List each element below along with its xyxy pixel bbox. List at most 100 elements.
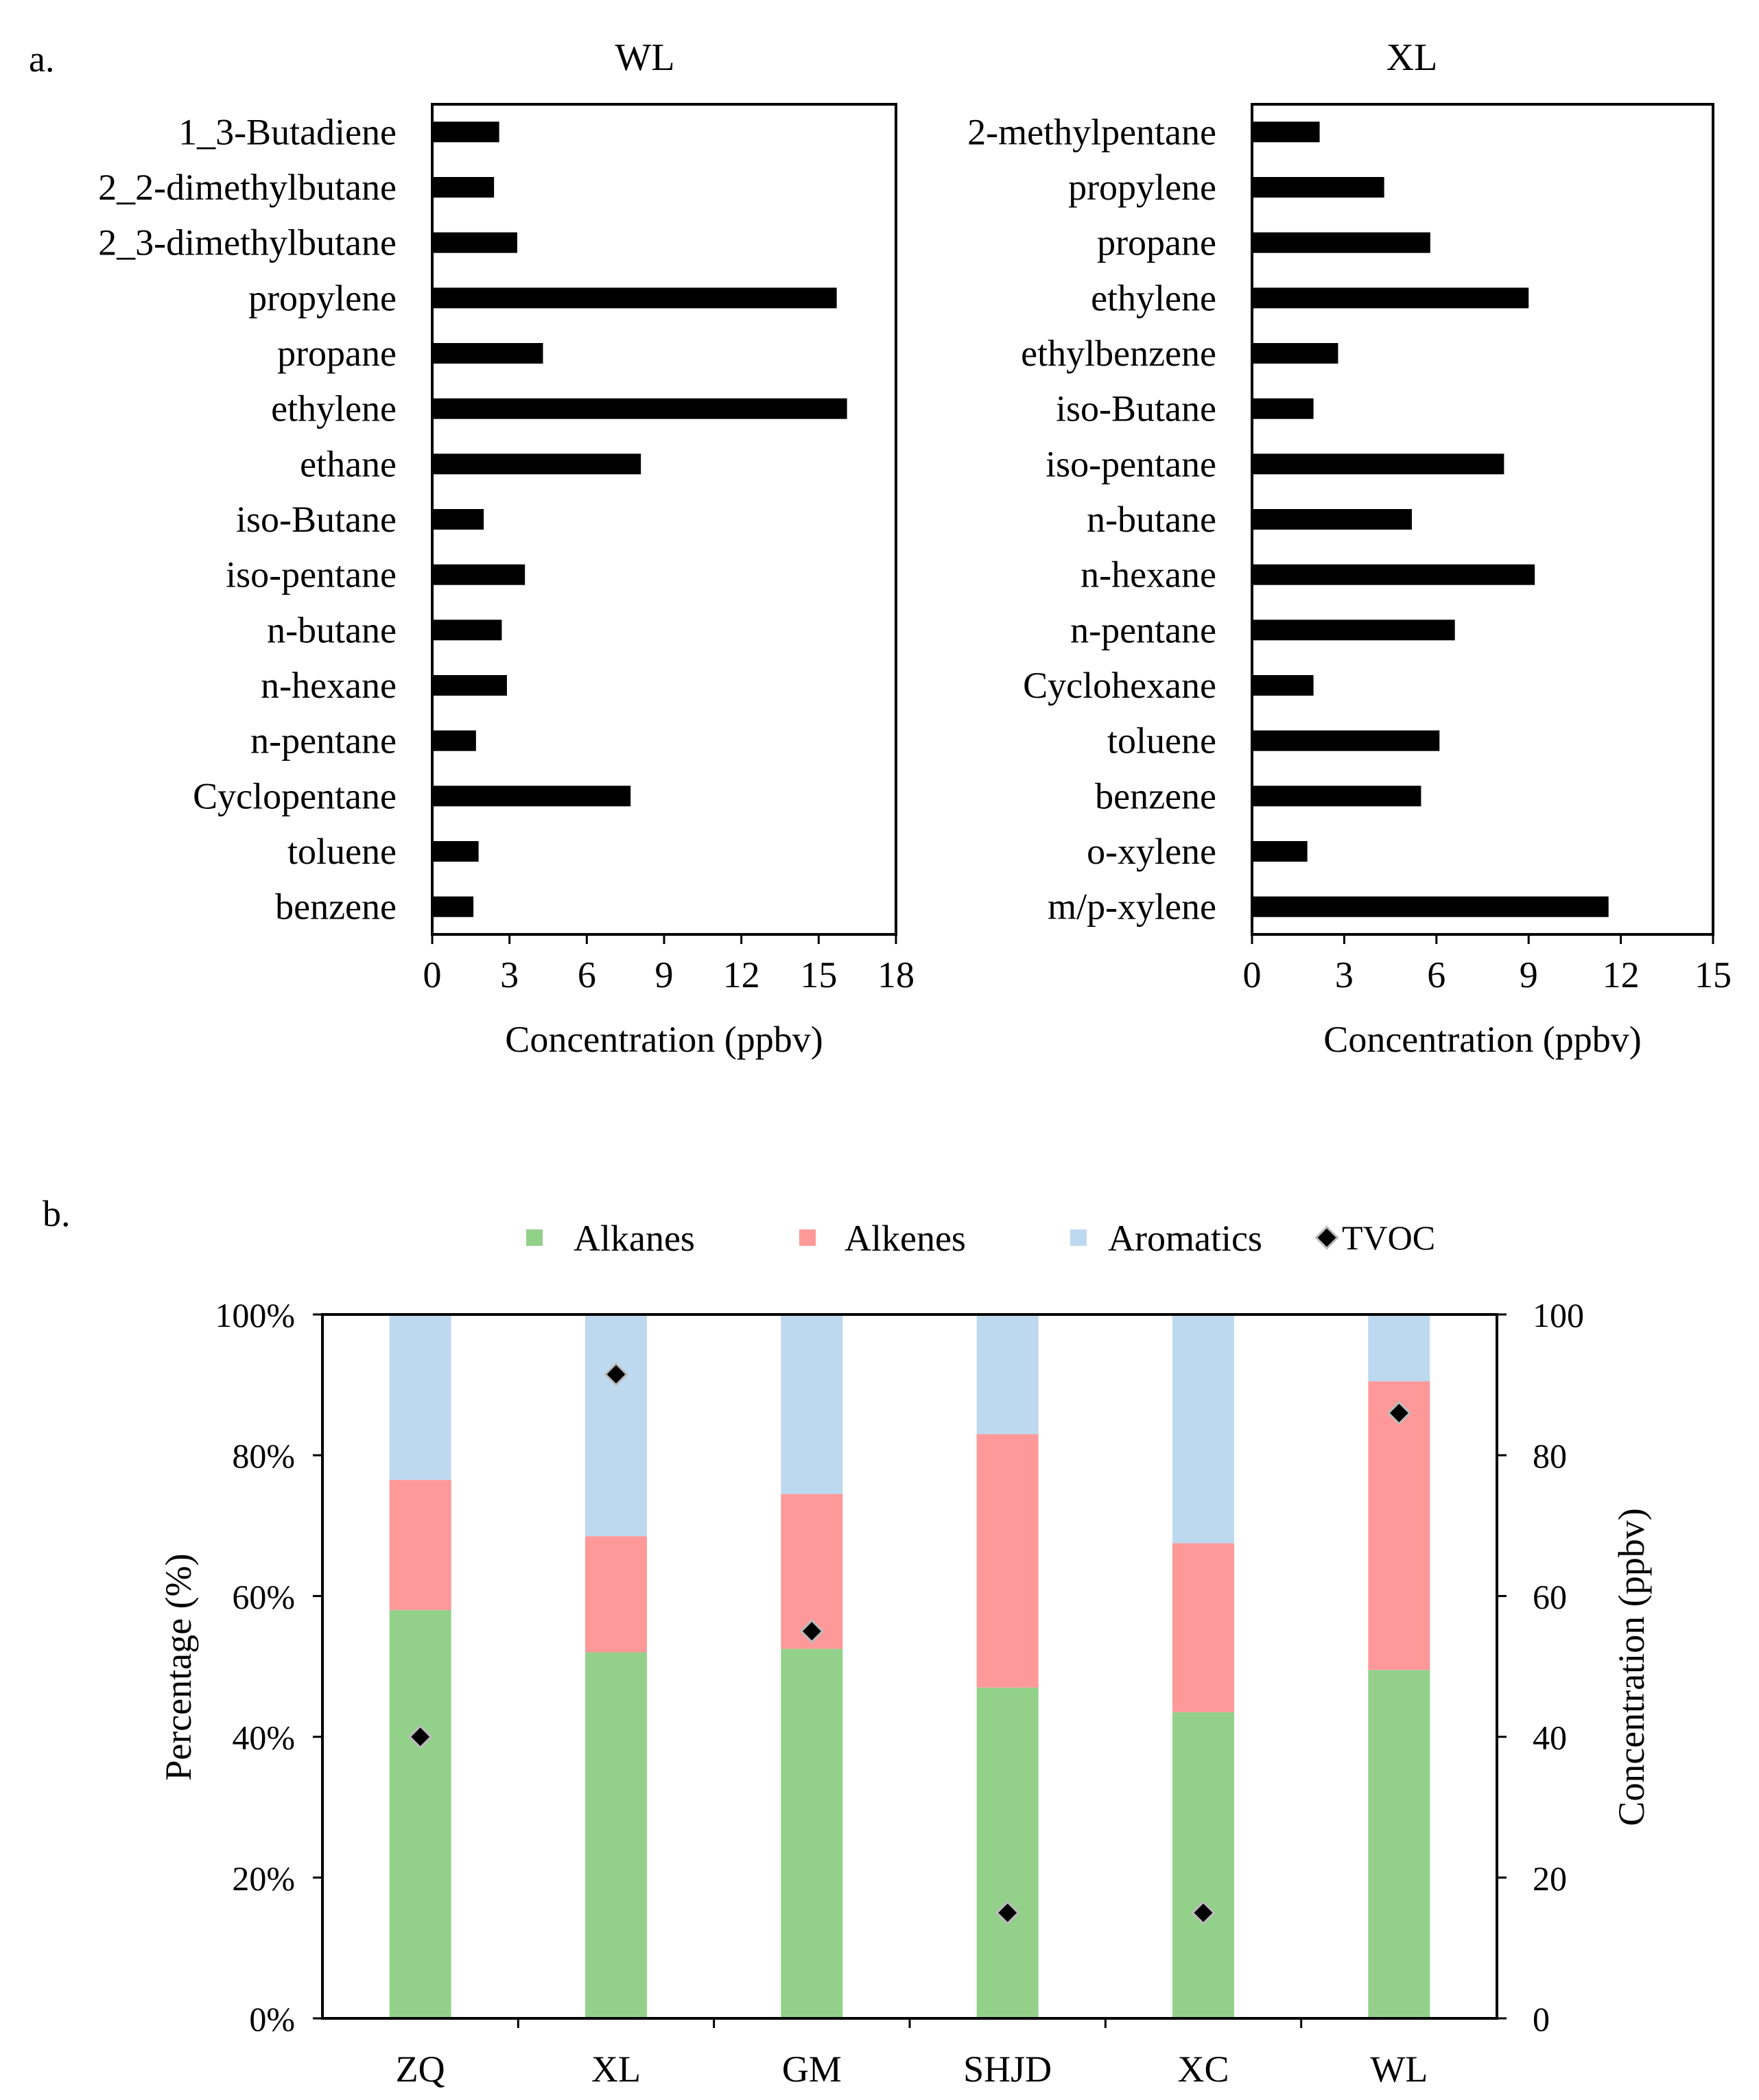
y-left-tick-label: 80% bbox=[232, 1437, 295, 1475]
wl-x-tick-label: 18 bbox=[877, 954, 914, 995]
xl-bar-4 bbox=[1252, 343, 1338, 364]
wl-category-label: toluene bbox=[287, 831, 397, 872]
y-left-tick-label: 0% bbox=[249, 2000, 295, 2038]
chart-xl-x-ticks: 0 3 6 9 12 15 bbox=[1243, 934, 1732, 995]
stack-alkanes-shjd bbox=[976, 1687, 1039, 2018]
wl-bar-10 bbox=[432, 675, 507, 696]
tvoc-marker-xc bbox=[1191, 1900, 1216, 1925]
xl-x-tick-label: 9 bbox=[1520, 954, 1538, 995]
xl-bar-10 bbox=[1252, 675, 1314, 696]
stack-alkanes-xc bbox=[1172, 1712, 1234, 2018]
stack-aromatics-shjd bbox=[976, 1314, 1039, 1435]
xl-bar-2 bbox=[1252, 232, 1430, 253]
chart-xl-bars bbox=[1252, 121, 1609, 917]
xl-x-tick-label: 3 bbox=[1335, 954, 1354, 995]
xl-category-label: n-butane bbox=[1087, 499, 1216, 540]
stack-aromatics-xl bbox=[585, 1314, 647, 1537]
wl-category-label: propane bbox=[277, 333, 397, 374]
y-left-tick-label: 100% bbox=[215, 1296, 295, 1334]
stack-aromatics-gm bbox=[781, 1314, 843, 1494]
y-left-tick-label: 20% bbox=[232, 1859, 295, 1898]
chart-xl-category-labels: 2-methylpentane propylene propane ethylene e… bbox=[967, 111, 1216, 927]
xl-bar-9 bbox=[1252, 620, 1455, 641]
legend-alkenes-label: Alkenes bbox=[845, 1218, 966, 1259]
xl-bar-1 bbox=[1252, 177, 1384, 198]
tvoc-marker-zq bbox=[408, 1724, 433, 1749]
wl-bar-1 bbox=[432, 177, 495, 198]
wl-category-label: 2_3-dimethylbutane bbox=[98, 222, 397, 263]
xl-bar-7 bbox=[1252, 509, 1412, 530]
xl-bar-12 bbox=[1252, 786, 1421, 807]
wl-x-tick-label: 6 bbox=[578, 954, 596, 995]
legend: Alkanes Alkenes Aromatics TVOC bbox=[526, 1218, 1435, 1259]
chart-wl-plot-frame bbox=[431, 103, 897, 936]
wl-category-label: 1_3-Butadiene bbox=[178, 111, 397, 152]
wl-x-tick-label: 12 bbox=[723, 954, 760, 995]
wl-bar-5 bbox=[432, 398, 847, 419]
wl-x-tick-label: 9 bbox=[655, 954, 674, 995]
legend-aromatics-label: Aromatics bbox=[1108, 1218, 1262, 1259]
wl-bar-3 bbox=[432, 287, 837, 309]
y-axis-left-ticks: 0% 20% 40% 60% 80% 100% bbox=[215, 1296, 322, 2038]
chart-wl: WL 1_3-Butadiene 2_2-dimethylbutane 2_3-di… bbox=[98, 36, 914, 1060]
chart-wl-x-ticks: 0 3 6 9 12 15 18 bbox=[423, 934, 914, 995]
wl-category-label: n-pentane bbox=[250, 720, 397, 762]
legend-alkanes-label: Alkanes bbox=[574, 1218, 695, 1259]
x-category-label: GM bbox=[782, 2049, 842, 2090]
y-left-tick-label: 60% bbox=[232, 1577, 295, 1616]
wl-category-label: iso-pentane bbox=[226, 554, 397, 595]
stack-alkenes-shjd bbox=[976, 1434, 1039, 1688]
tvoc-marker-wl bbox=[1386, 1400, 1412, 1426]
x-category-label: XC bbox=[1177, 2049, 1229, 2090]
wl-bar-2 bbox=[432, 232, 517, 253]
chart-xl-x-axis-label: Concentration (ppbv) bbox=[1323, 1019, 1641, 1060]
tvoc-marker-shjd bbox=[995, 1900, 1020, 1925]
wl-bar-8 bbox=[432, 564, 526, 585]
stack-alkanes-xl bbox=[585, 1652, 647, 2018]
stack-alkanes-gm bbox=[781, 1649, 843, 2018]
stack-alkenes-xl bbox=[585, 1536, 647, 1653]
xl-x-tick-label: 12 bbox=[1603, 954, 1640, 995]
chart-wl-bars bbox=[432, 121, 847, 917]
xl-bar-14 bbox=[1252, 896, 1609, 917]
xl-category-label: toluene bbox=[1107, 720, 1216, 762]
xl-category-label: ethylbenzene bbox=[1021, 333, 1216, 374]
panel-a-label: a. bbox=[29, 38, 54, 80]
tvoc-marker-gm bbox=[799, 1619, 825, 1644]
wl-category-label: n-hexane bbox=[261, 665, 397, 706]
chart-wl-category-labels: 1_3-Butadiene 2_2-dimethylbutane 2_3-dimet… bbox=[98, 111, 397, 927]
xl-category-label: propylene bbox=[1068, 167, 1216, 208]
wl-category-label: n-butane bbox=[267, 609, 397, 650]
xl-category-label: iso-pentane bbox=[1046, 443, 1216, 484]
stack-alkanes-wl bbox=[1368, 1670, 1430, 2018]
xl-category-label: n-hexane bbox=[1081, 554, 1216, 595]
stack-alkenes-xc bbox=[1172, 1543, 1234, 1712]
xl-bar-8 bbox=[1252, 564, 1535, 585]
legend-tvoc-marker bbox=[1314, 1225, 1339, 1250]
wl-category-label: Cyclopentane bbox=[193, 775, 397, 816]
xl-category-label: n-pentane bbox=[1070, 609, 1216, 650]
xl-bar-3 bbox=[1252, 287, 1529, 309]
xl-category-label: iso-Butane bbox=[1056, 388, 1216, 429]
xl-x-tick-label: 6 bbox=[1427, 954, 1445, 995]
stack-aromatics-wl bbox=[1368, 1314, 1430, 1382]
y-axis-right-ticks: 0 20 40 60 80 100 bbox=[1497, 1296, 1584, 2038]
y-left-tick-label: 40% bbox=[232, 1719, 295, 1757]
chart-xl: XL 2-methylpentane propylene propane ethyle… bbox=[967, 36, 1732, 1060]
wl-category-label: ethylene bbox=[271, 388, 397, 429]
wl-bar-12 bbox=[432, 786, 631, 807]
x-category-label: SHJD bbox=[963, 2049, 1052, 2090]
chart-xl-plot-frame bbox=[1251, 103, 1714, 936]
legend-aromatics-swatch bbox=[1070, 1229, 1087, 1246]
wl-x-tick-label: 15 bbox=[800, 954, 837, 995]
x-category-label: WL bbox=[1370, 2049, 1428, 2090]
wl-bar-0 bbox=[432, 121, 499, 143]
wl-bar-14 bbox=[432, 896, 474, 917]
xl-category-label: benzene bbox=[1095, 775, 1216, 816]
xl-category-label: propane bbox=[1097, 222, 1216, 263]
chart-wl-x-axis-label: Concentration (ppbv) bbox=[505, 1019, 823, 1060]
wl-bar-7 bbox=[432, 509, 484, 530]
legend-tvoc-label: TVOC bbox=[1342, 1218, 1435, 1257]
y-right-tick-label: 20 bbox=[1533, 1859, 1567, 1898]
xl-x-tick-label: 15 bbox=[1695, 954, 1732, 995]
